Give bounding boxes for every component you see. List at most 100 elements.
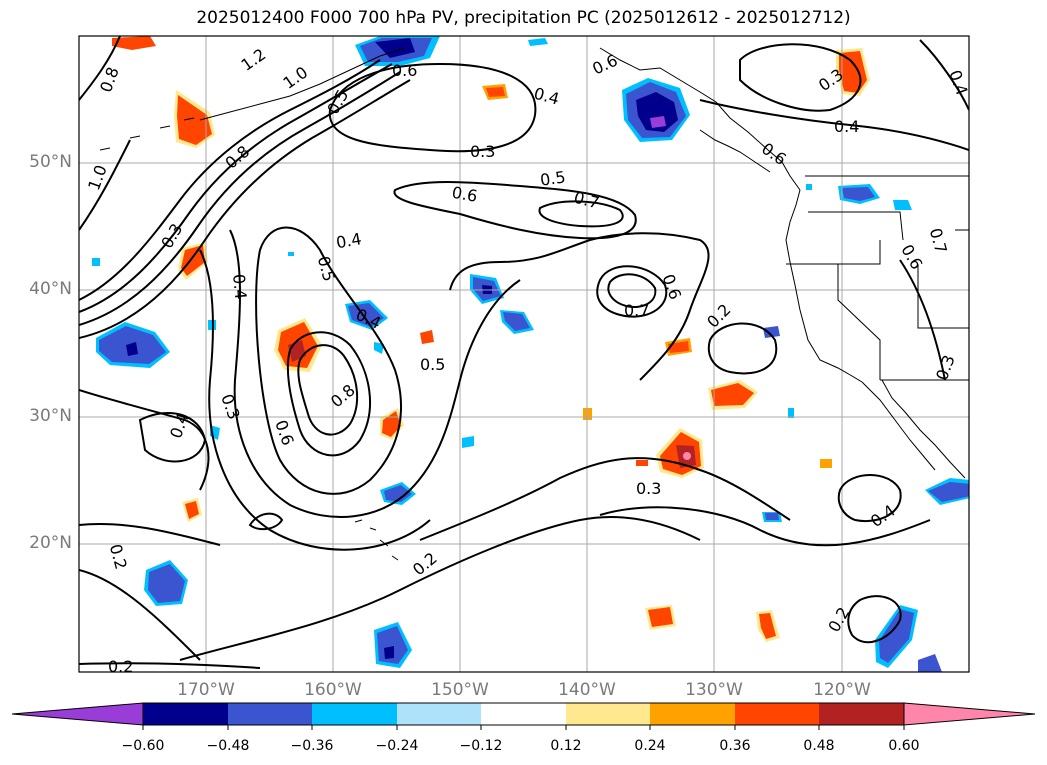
precip-negative-blob: [762, 512, 782, 522]
precip-negative-blob: [622, 78, 690, 142]
precip-negative-blob: [345, 300, 388, 330]
colorbar-tick-label: 0.48: [803, 738, 835, 754]
lon-label-120w: 120°W: [813, 680, 871, 700]
state-border: [786, 240, 881, 265]
colorbar-ticks: [142, 725, 905, 730]
colorbar-extend-low: [11, 702, 144, 726]
pv-contour: [919, 39, 969, 111]
contour-label: 0.6: [450, 183, 478, 206]
gulf-of-california: [881, 379, 966, 479]
pv-contour: [79, 71, 401, 326]
baja-coast: [861, 381, 936, 471]
colorbar-segment: [228, 703, 312, 725]
colorbar-tick-label: −0.48: [206, 738, 250, 754]
chart-title: 2025012400 F000 700 hPa PV, precipitatio…: [196, 8, 851, 28]
precip-positive-blob: [708, 380, 758, 410]
precip-negative-blob: [875, 605, 918, 668]
precip-negative-blob: [380, 482, 416, 505]
precip-negative-blob: [918, 654, 942, 672]
pv-contour: [599, 506, 931, 547]
pv-contour: [538, 200, 624, 228]
pv-contour: [79, 59, 381, 301]
aleutian-islands: [99, 117, 195, 151]
coastlines: [99, 47, 969, 561]
colorbar-extend-high: [903, 702, 1036, 726]
precip-negative-blob: [92, 38, 812, 448]
pv-contour: [138, 411, 207, 463]
precip-positive-blob: [182, 498, 202, 522]
pv-contour: [419, 457, 791, 541]
precip-negative-blob: [374, 622, 412, 668]
graticule: [79, 36, 969, 672]
colorbar-segment: [143, 703, 228, 725]
pv-contour: [837, 474, 902, 523]
alaska-coast: [199, 47, 406, 121]
colorbar-segment: [312, 703, 397, 725]
colorbar-segment: [397, 703, 481, 725]
state-border: [917, 264, 969, 329]
pv-contour: [847, 595, 902, 644]
pv-contour: [699, 99, 969, 151]
precip-negative-blob: [925, 478, 969, 505]
pv-contour: [248, 512, 284, 531]
pv-contour: [79, 389, 210, 491]
pv-contour: [899, 259, 946, 381]
bc-coast: [699, 129, 771, 173]
us-west-coast: [785, 189, 863, 383]
colorbar-tick-label: −0.24: [375, 738, 419, 754]
colorbar-segment: [735, 703, 819, 725]
contour-label: 0.4: [945, 68, 972, 98]
pv-contour: [596, 265, 668, 318]
contour-label: 0.4: [834, 117, 859, 136]
lon-label-150w: 150°W: [431, 680, 489, 700]
pv-contour: [255, 226, 402, 495]
lon-label-160w: 160°W: [304, 680, 362, 700]
colorbar-segment: [481, 703, 566, 725]
pv-contour: [179, 515, 701, 661]
precip-positive-blob: [174, 90, 215, 148]
lon-label-130w: 130°W: [685, 680, 743, 700]
colorbar-outline: [142, 702, 905, 726]
colorbar-tick-label: 0.12: [550, 738, 582, 754]
state-border: [808, 211, 904, 241]
precip-negative-blob: [500, 310, 534, 334]
pv-contour: [79, 36, 121, 101]
precip-positive-blob: [756, 610, 780, 642]
alaska-panhandle-coast: [599, 47, 801, 191]
pv-contour: [199, 249, 431, 551]
precip-negative-blob: [838, 184, 880, 204]
contour-label: 0.4: [335, 229, 363, 252]
precip-negative-blob: [763, 326, 780, 338]
colorbar-tick-label: −0.36: [290, 738, 334, 754]
pv-contour: [79, 523, 221, 546]
precip-negative-blob: [96, 322, 170, 368]
contour-label: 0.6: [392, 61, 417, 80]
colorbar: [11, 702, 1036, 730]
map-frame: [78, 35, 970, 673]
pv-contour: [229, 229, 521, 518]
contour-label: 0.7: [624, 301, 649, 320]
contour-label: 0.5: [539, 167, 567, 189]
lat-label-40n: 40°N: [29, 279, 72, 299]
precip-positive-blob: [112, 36, 156, 50]
precip-positive-blob: [420, 330, 434, 344]
precip-positive-blob: [820, 459, 832, 468]
lat-label-30n: 30°N: [29, 406, 72, 426]
pv-contour: [739, 43, 862, 112]
hawaii-islands: [354, 519, 399, 561]
colorbar-tick-label: 0.60: [888, 738, 920, 754]
contour-label: 0.3: [470, 142, 495, 161]
pv-contour: [449, 232, 710, 381]
pv-contour: [707, 322, 778, 375]
precip-negative-blob: [893, 200, 912, 210]
pv-contour: [79, 569, 201, 661]
precip-negative-blob: [355, 36, 440, 66]
pv-contour: [297, 344, 359, 436]
colorbar-segment: [650, 703, 735, 725]
colorbar-segment: [566, 703, 650, 725]
pv-contour: [79, 662, 261, 669]
colorbar-tick-label: 0.24: [634, 738, 666, 754]
precip-positive-blob: [482, 84, 508, 100]
pv-contour: [607, 273, 657, 308]
